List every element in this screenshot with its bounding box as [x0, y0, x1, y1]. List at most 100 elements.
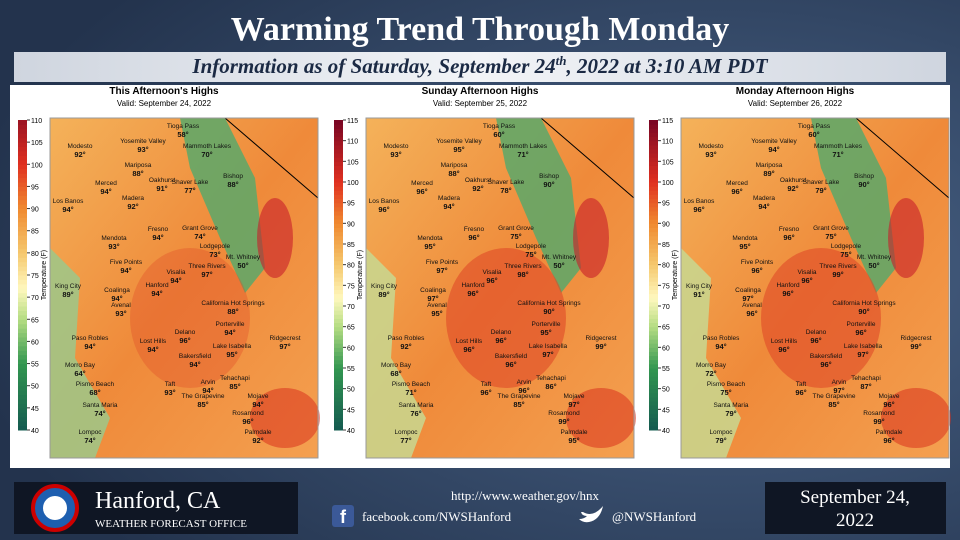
colorbar-segment	[649, 285, 658, 290]
colorbar-tick-label: 100	[662, 180, 674, 187]
colorbar-segment	[334, 310, 343, 315]
colorbar-tick-label: 100	[347, 180, 359, 187]
map-title: Sunday Afternoon Highs	[422, 86, 539, 97]
sierra-cool	[496, 118, 581, 293]
colorbar-segment	[18, 252, 27, 258]
colorbar-segment	[649, 322, 658, 328]
city-name: Bakersfield	[495, 353, 528, 360]
colorbar-segment	[18, 146, 27, 152]
colorbar-tick-label: 45	[347, 407, 355, 414]
colorbar-segment	[649, 223, 658, 228]
colorbar-tick-label: 50	[31, 384, 39, 391]
city-name: Tehachapi	[220, 375, 250, 382]
colorbar-segment	[649, 244, 658, 249]
city-temp: 95°	[226, 350, 237, 359]
city-temp: 93°	[164, 388, 175, 397]
city-name: Porterville	[847, 321, 876, 328]
city-temp: 71°	[405, 388, 416, 397]
colorbar-segment	[334, 314, 343, 319]
colorbar-segment	[334, 132, 343, 138]
city-name: Rosamond	[232, 410, 264, 417]
date-line: 2022	[836, 510, 874, 531]
colorbar-segment	[649, 277, 658, 282]
city-name: Morro Bay	[696, 362, 727, 369]
colorbar-tick-label: 65	[31, 317, 39, 324]
colorbar-segment	[649, 165, 658, 171]
colorbar-segment	[649, 210, 658, 216]
facebook[interactable]: facebook.com/NWSHanford	[362, 509, 512, 524]
valley-heat	[446, 248, 566, 388]
city-name: Paso Robles	[388, 335, 426, 342]
colorbar-segment	[649, 215, 658, 220]
city-temp: 88°	[227, 180, 238, 189]
colorbar-segment	[18, 288, 27, 294]
city-temp: 85°	[229, 382, 240, 391]
map-valid: Valid: September 26, 2022	[748, 99, 843, 108]
colorbar-tick-label: 45	[31, 406, 39, 413]
colorbar-segment	[18, 399, 27, 404]
city-name: Palmdale	[560, 429, 587, 436]
colorbar-segment	[649, 198, 658, 204]
subtitle-text: Information as of Saturday, September 24	[191, 54, 555, 78]
date-box	[765, 482, 946, 534]
colorbar-segment	[334, 355, 343, 361]
city-name: Shaver Lake	[803, 179, 840, 186]
valley-heat	[130, 248, 250, 388]
colorbar-segment	[649, 339, 658, 344]
colorbar-segment	[18, 394, 27, 400]
city-temp: 90°	[543, 180, 554, 189]
city-name: Pismo Beach	[392, 381, 431, 388]
colorbar-segment	[18, 261, 27, 267]
colorbar-segment	[649, 186, 658, 191]
date-line: September 24,	[800, 487, 910, 508]
colorbar-segment	[18, 385, 27, 391]
colorbar-segment	[18, 368, 27, 373]
colorbar-tick-label: 95	[31, 184, 39, 191]
city-temp: 88°	[227, 307, 238, 316]
colorbar-segment	[649, 297, 658, 303]
city-temp: 79°	[725, 409, 736, 418]
city-name: Rosamond	[548, 410, 580, 417]
colorbar-segment	[334, 376, 343, 381]
subtitle-band	[14, 52, 946, 82]
city-name: Santa Maria	[713, 402, 748, 409]
colorbar-segment	[18, 345, 27, 351]
city-temp: 96°	[486, 276, 497, 285]
border	[540, 117, 635, 199]
twitter[interactable]: @NWSHanford	[612, 509, 697, 524]
website[interactable]: http://www.weather.gov/hnx	[451, 488, 599, 503]
colorbar-tick-label: 70	[347, 304, 355, 311]
colorbar-tick-label: 80	[662, 263, 670, 270]
city-name: Hanford	[461, 282, 485, 289]
city-name: Arvin	[201, 379, 216, 386]
colorbar-segment	[334, 421, 343, 427]
colorbar-segment	[334, 161, 343, 166]
colorbar-segment	[18, 128, 27, 134]
city-temp: 73°	[209, 250, 220, 259]
city-name: Three Rivers	[504, 263, 542, 270]
colorbar-segment	[334, 306, 343, 311]
city-temp: 77°	[400, 436, 411, 445]
city-name: Oakhurst	[780, 177, 807, 184]
city-name: Morro Bay	[381, 362, 412, 369]
colorbar-tick-label: 100	[31, 162, 43, 169]
city-temp: 96°	[731, 187, 742, 196]
city-name: Mariposa	[756, 162, 783, 169]
colorbar-segment	[334, 289, 343, 295]
city-temp: 91°	[156, 184, 167, 193]
city-name: Bakersfield	[179, 353, 212, 360]
colorbar-segment	[649, 202, 658, 208]
city-temp: 76°	[410, 409, 421, 418]
city-temp: 96°	[242, 417, 253, 426]
colorbar-segment	[649, 177, 658, 183]
map-valid: Valid: September 25, 2022	[433, 99, 528, 108]
colorbar-segment	[334, 177, 343, 183]
city-temp: 77°	[184, 186, 195, 195]
city-name: Mendota	[101, 235, 127, 242]
city-temp: 94°	[120, 266, 131, 275]
colorbar-segment	[18, 407, 27, 413]
colorbar-tick-label: 115	[662, 118, 673, 125]
colorbar-segment	[334, 264, 343, 270]
colorbar-tick-label: 105	[662, 159, 674, 166]
city-name: Ridgecrest	[900, 335, 931, 342]
